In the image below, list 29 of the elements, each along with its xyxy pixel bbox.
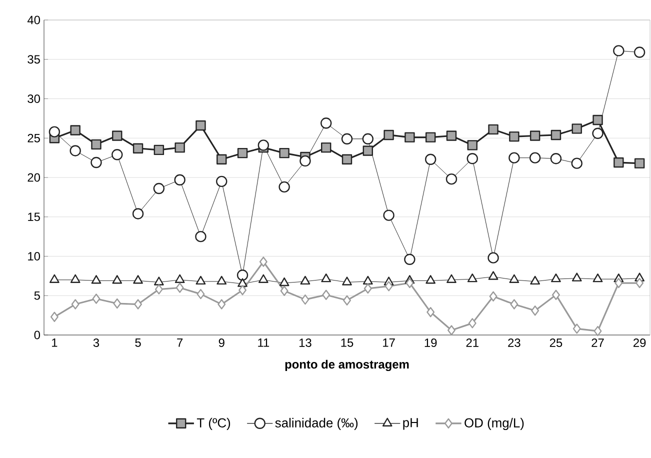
y-tick-label: 20 xyxy=(28,173,40,182)
x-tick-label: 27 xyxy=(592,338,604,347)
y-tick-label: 35 xyxy=(28,55,40,64)
x-tick-label: 13 xyxy=(299,338,312,347)
x-tick-label: 1 xyxy=(52,338,58,347)
x-tick-label: 17 xyxy=(383,338,395,347)
y-tick-label: 0 xyxy=(34,330,40,340)
x-axis-title: ponto de amostragem xyxy=(285,360,409,372)
x-tick-label: 29 xyxy=(634,338,646,347)
y-tick-label: 25 xyxy=(28,134,40,142)
x-tick-label: 3 xyxy=(93,338,100,347)
y-tick-label: 40 xyxy=(27,16,40,24)
y-tick-label: 15 xyxy=(28,212,40,222)
legend-label: pH xyxy=(403,418,418,430)
x-tick-label: 25 xyxy=(550,338,562,347)
x-tick-label: 23 xyxy=(508,338,520,347)
x-tick-label: 7 xyxy=(177,338,183,347)
x-tick-label: 11 xyxy=(258,338,270,347)
x-tick-label: 5 xyxy=(135,338,141,347)
x-tick-label: 21 xyxy=(466,338,478,347)
legend-label: salinidade (‰) xyxy=(275,418,358,430)
y-tick-label: 30 xyxy=(28,94,40,103)
y-tick-label: 5 xyxy=(34,291,40,300)
legend-label: T (ºC) xyxy=(196,418,230,430)
legend-label: OD (mg/L) xyxy=(464,418,524,430)
x-tick-label: 19 xyxy=(424,338,437,347)
x-tick-label: 15 xyxy=(341,338,354,347)
x-tick-label: 9 xyxy=(218,338,224,347)
y-tick-label: 10 xyxy=(28,252,40,260)
